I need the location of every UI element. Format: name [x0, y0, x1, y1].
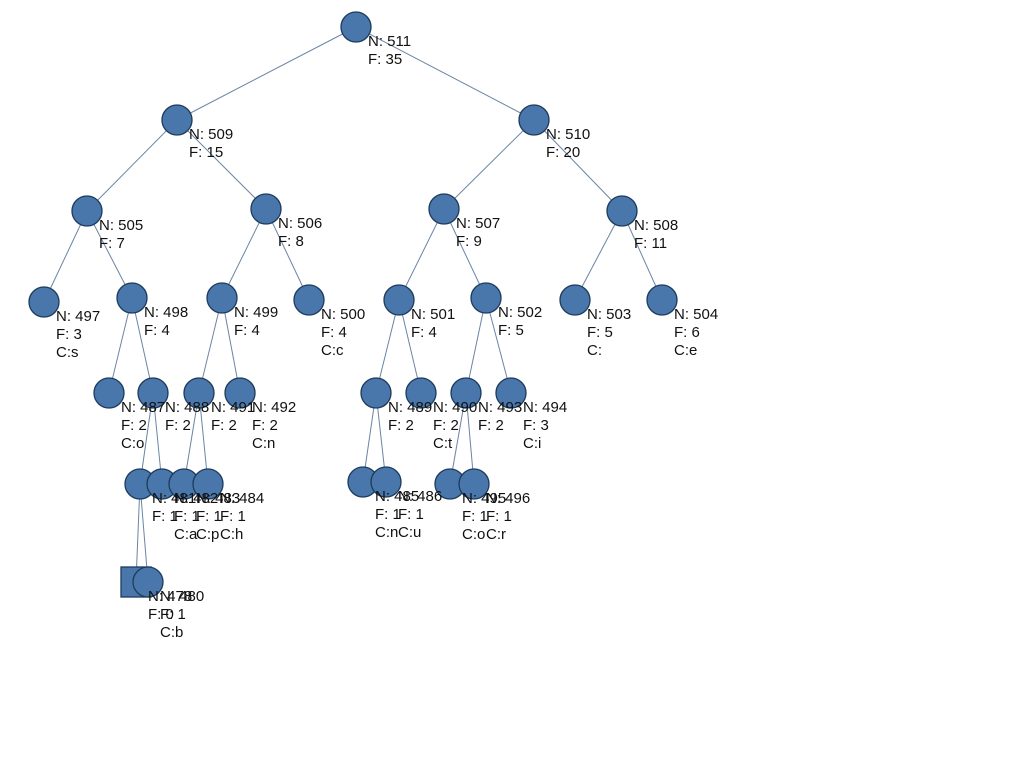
- svg-text:F: 3: F: 3: [523, 417, 549, 434]
- svg-text:N: 497: N: 497: [56, 308, 100, 325]
- svg-text:F: 2: F: 2: [478, 417, 504, 434]
- svg-text:N: 493: N: 493: [478, 399, 522, 416]
- svg-text:F: 1: F: 1: [398, 506, 424, 523]
- svg-text:N: 494: N: 494: [523, 399, 567, 416]
- svg-text:N: 508: N: 508: [634, 217, 678, 234]
- svg-text:F: 9: F: 9: [456, 233, 482, 250]
- svg-text:N: 502: N: 502: [498, 304, 542, 321]
- svg-text:C:o: C:o: [121, 435, 144, 452]
- svg-text:F: 4: F: 4: [321, 324, 347, 341]
- svg-text:N: 507: N: 507: [456, 215, 500, 232]
- svg-text:C:n: C:n: [252, 435, 275, 452]
- svg-text:F: 2: F: 2: [433, 417, 459, 434]
- svg-text:C:b: C:b: [160, 624, 183, 641]
- svg-text:F: 7: F: 7: [99, 235, 125, 252]
- svg-text:N: 489: N: 489: [388, 399, 432, 416]
- svg-text:N: 498: N: 498: [144, 304, 188, 321]
- svg-text:N: 487: N: 487: [121, 399, 165, 416]
- svg-text:F: 5: F: 5: [498, 322, 524, 339]
- svg-text:F: 5: F: 5: [587, 324, 613, 341]
- svg-text:N: 492: N: 492: [252, 399, 296, 416]
- svg-text:C:r: C:r: [486, 526, 506, 543]
- svg-text:F: 1: F: 1: [486, 508, 512, 525]
- svg-text:C:: C:: [587, 342, 602, 359]
- svg-text:N: 503: N: 503: [587, 306, 631, 323]
- svg-text:N: 511: N: 511: [368, 33, 411, 50]
- svg-text:F: 3: F: 3: [56, 326, 82, 343]
- svg-text:F: 4: F: 4: [411, 324, 437, 341]
- svg-text:C:s: C:s: [56, 344, 79, 361]
- svg-text:F: 15: F: 15: [189, 144, 223, 161]
- svg-text:C:p: C:p: [196, 526, 219, 543]
- svg-text:F: 2: F: 2: [388, 417, 414, 434]
- svg-text:N: 486: N: 486: [398, 488, 442, 505]
- svg-text:F: 2: F: 2: [211, 417, 237, 434]
- svg-text:C:o: C:o: [462, 526, 485, 543]
- svg-text:N: 501: N: 501: [411, 306, 455, 323]
- svg-text:F: 4: F: 4: [144, 322, 170, 339]
- svg-text:N: 496: N: 496: [486, 490, 530, 507]
- svg-text:C:e: C:e: [674, 342, 697, 359]
- svg-text:N: 506: N: 506: [278, 215, 322, 232]
- svg-text:F: 2: F: 2: [165, 417, 191, 434]
- svg-text:F: 2: F: 2: [121, 417, 147, 434]
- svg-text:F: 1: F: 1: [462, 508, 488, 525]
- svg-text:F: 20: F: 20: [546, 144, 580, 161]
- svg-text:C:n: C:n: [375, 524, 398, 541]
- svg-text:N: 490: N: 490: [433, 399, 477, 416]
- svg-text:N: 499: N: 499: [234, 304, 278, 321]
- svg-text:N: 480: N: 480: [160, 588, 204, 605]
- svg-text:F: 11: F: 11: [634, 235, 667, 252]
- svg-text:N: 504: N: 504: [674, 306, 718, 323]
- svg-text:N: 510: N: 510: [546, 126, 590, 143]
- svg-text:C:a: C:a: [174, 526, 198, 543]
- svg-text:N: 509: N: 509: [189, 126, 233, 143]
- svg-text:F: 4: F: 4: [234, 322, 260, 339]
- svg-text:F: 1: F: 1: [160, 606, 186, 623]
- svg-text:F: 35: F: 35: [368, 51, 402, 68]
- svg-text:C:h: C:h: [220, 526, 243, 543]
- svg-text:F: 6: F: 6: [674, 324, 700, 341]
- svg-text:N: 505: N: 505: [99, 217, 143, 234]
- svg-text:C:u: C:u: [398, 524, 421, 541]
- svg-text:C:t: C:t: [433, 435, 453, 452]
- svg-text:C:i: C:i: [523, 435, 541, 452]
- svg-text:N: 491: N: 491: [211, 399, 255, 416]
- svg-text:F: 1: F: 1: [375, 506, 401, 523]
- svg-text:F: 8: F: 8: [278, 233, 304, 250]
- svg-text:N: 500: N: 500: [321, 306, 365, 323]
- svg-text:F: 2: F: 2: [252, 417, 278, 434]
- svg-text:F: 1: F: 1: [196, 508, 222, 525]
- svg-text:C:c: C:c: [321, 342, 344, 359]
- svg-text:N: 484: N: 484: [220, 490, 264, 507]
- svg-text:N: 488: N: 488: [165, 399, 209, 416]
- svg-text:F: 1: F: 1: [220, 508, 246, 525]
